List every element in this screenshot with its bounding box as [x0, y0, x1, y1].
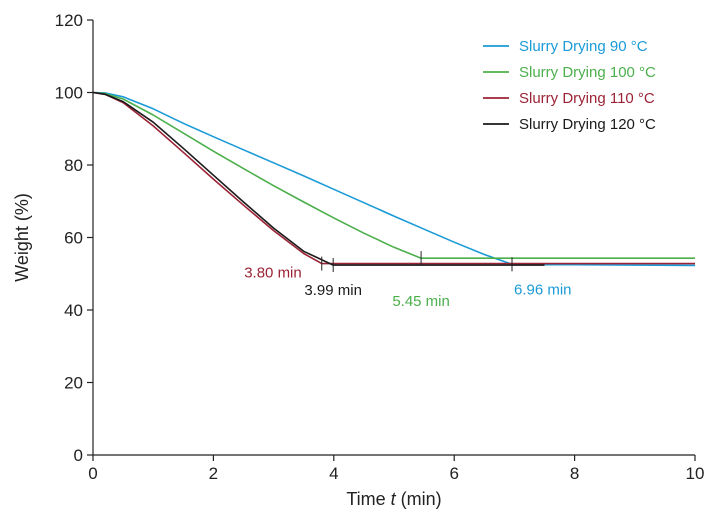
legend-label: Slurry Drying 90 °C — [519, 38, 648, 55]
legend-label: Slurry Drying 120 °C — [519, 116, 656, 133]
series-line-2 — [92, 91, 695, 260]
y-tick-label: 80 — [64, 156, 83, 175]
y-tick-label: 120 — [55, 11, 83, 30]
x-tick-label: 2 — [209, 464, 218, 483]
y-tick-label: 100 — [55, 84, 83, 103]
y-tick-label: 60 — [64, 229, 83, 248]
annotation-label: 3.99 min — [304, 282, 362, 299]
legend: Slurry Drying 90 °C Slurry Drying 100 °C S… — [483, 38, 656, 133]
legend-label: Slurry Drying 110 °C — [519, 90, 655, 107]
series-line-3 — [92, 91, 695, 265]
annotation-label: 5.45 min — [392, 293, 450, 310]
y-tick-label: 0 — [74, 446, 83, 465]
y-tick-label: 40 — [64, 301, 83, 320]
legend-label: Slurry Drying 100 °C — [519, 64, 656, 81]
x-tick-label: 10 — [686, 464, 705, 483]
y-axis-title: Weight (%) — [12, 193, 32, 282]
x-tick-label: 0 — [88, 464, 97, 483]
x-axis-title-variable: t — [391, 489, 397, 509]
series-line-4 — [92, 91, 545, 266]
x-axis-title-prefix: Time — [346, 489, 390, 509]
annotation-label: 3.80 min — [244, 265, 302, 282]
x-tick-label: 6 — [449, 464, 458, 483]
annotation-label: 6.96 min — [514, 281, 572, 298]
x-axis-title: Time t (min) — [346, 489, 441, 509]
y-tick-label: 20 — [64, 374, 83, 393]
x-tick-label: 8 — [570, 464, 579, 483]
series-layer — [92, 91, 696, 267]
x-tick-label: 4 — [329, 464, 338, 483]
x-axis-title-suffix: (min) — [396, 489, 442, 509]
